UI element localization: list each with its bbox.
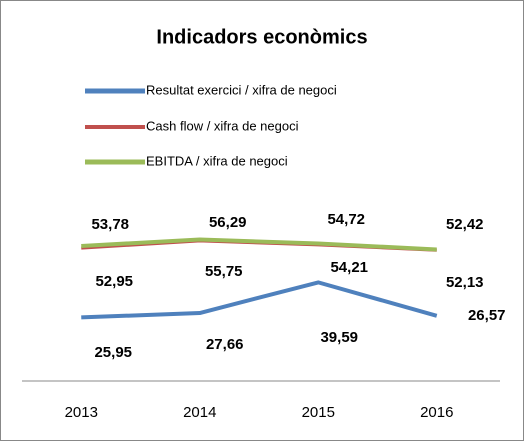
chart-title: Indicadors econòmics — [156, 26, 367, 48]
data-label: 54,72 — [327, 211, 365, 228]
data-label: 52,95 — [95, 273, 133, 290]
data-label: 52,13 — [446, 274, 484, 291]
data-label: 56,29 — [209, 214, 247, 231]
data-label: 25,95 — [94, 344, 132, 361]
x-tick-label: 2016 — [420, 404, 453, 421]
data-label: 27,66 — [206, 336, 244, 353]
x-tick-label: 2014 — [183, 404, 216, 421]
data-label: 52,42 — [446, 216, 484, 233]
legend-label: EBITDA / xifra de negoci — [146, 153, 288, 168]
line-series — [81, 280, 438, 320]
data-label: 26,57 — [468, 307, 506, 324]
data-label: 54,21 — [330, 259, 368, 276]
x-tick-label: 2013 — [65, 404, 98, 421]
data-label: 53,78 — [91, 216, 129, 233]
legend-label: Cash flow / xifra de negoci — [146, 118, 299, 133]
x-tick-label: 2015 — [302, 404, 335, 421]
legend-label: Resultat exercici / xifra de negoci — [146, 82, 337, 97]
line-series — [81, 237, 437, 252]
data-label: 55,75 — [205, 263, 243, 280]
data-label: 39,59 — [320, 329, 358, 346]
